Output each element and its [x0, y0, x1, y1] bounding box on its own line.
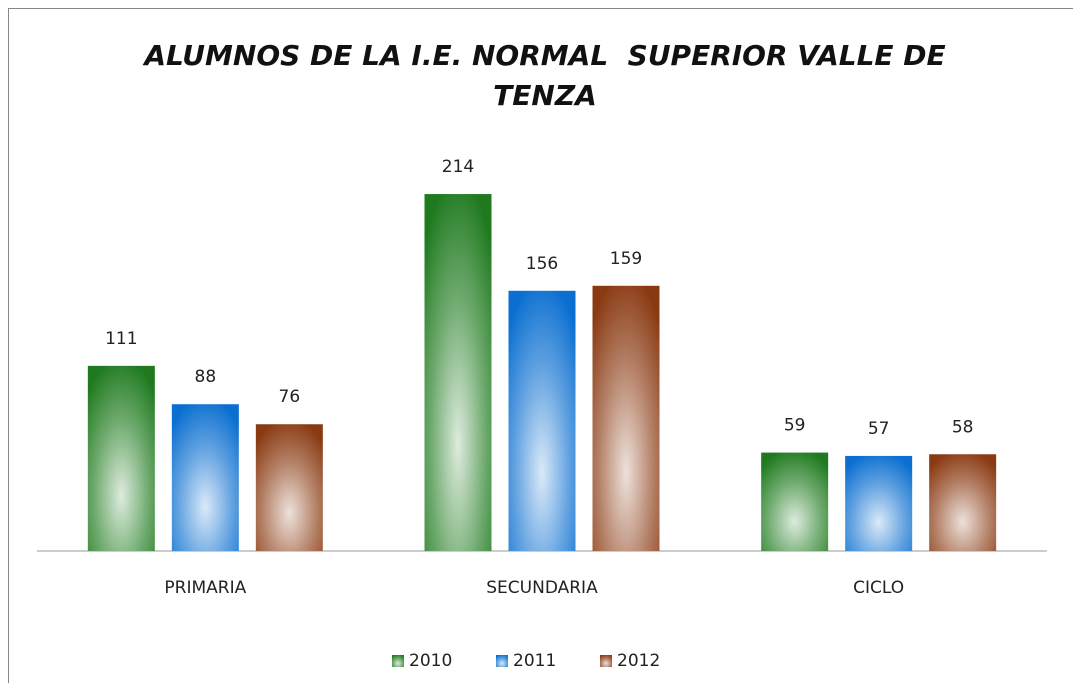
- data-label: 214: [442, 157, 474, 177]
- data-label: 59: [784, 416, 806, 436]
- bar: [592, 285, 660, 551]
- chart-title: ALUMNOS DE LA I.E. NORMAL SUPERIOR VALLE…: [144, 39, 956, 112]
- bar: [508, 290, 576, 551]
- bar: [929, 454, 997, 551]
- legend-label: 2012: [617, 651, 660, 671]
- legend-swatch: [392, 655, 404, 667]
- x-tick-label: PRIMARIA: [164, 578, 246, 598]
- legend-label: 2010: [409, 651, 452, 671]
- bar: [87, 365, 155, 551]
- chart-border: [8, 8, 1073, 683]
- data-label: 58: [952, 417, 974, 437]
- bar: [171, 404, 239, 551]
- legend-swatch: [496, 655, 508, 667]
- data-label: 76: [279, 387, 301, 407]
- data-label: 159: [610, 249, 642, 269]
- legend-label: 2011: [513, 651, 556, 671]
- bar: [845, 455, 913, 551]
- data-label: 111: [105, 329, 137, 349]
- bar: [761, 452, 829, 551]
- x-tick-label: CICLO: [853, 578, 904, 598]
- bar: [424, 194, 492, 551]
- data-label: 156: [526, 254, 558, 274]
- legend-swatch: [600, 655, 612, 667]
- x-tick-label: SECUNDARIA: [486, 578, 598, 598]
- bar: [255, 424, 323, 551]
- data-label: 57: [868, 419, 890, 439]
- data-label: 88: [195, 367, 217, 387]
